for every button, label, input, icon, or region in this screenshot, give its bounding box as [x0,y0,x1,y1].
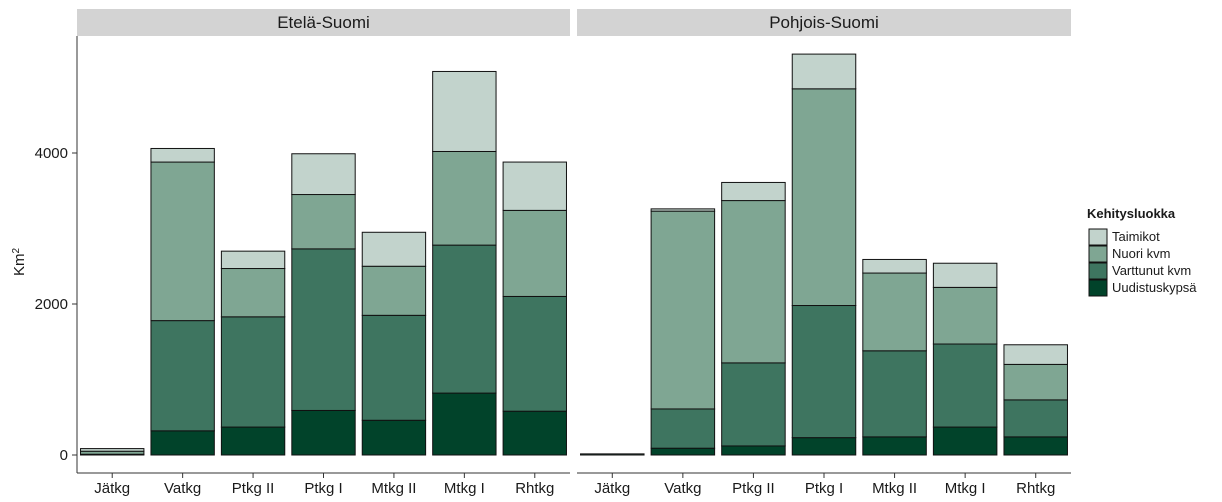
x-tick-label: Ptkg I [805,480,843,497]
bar-nuori-kvm [721,200,786,364]
panel-etela-suomi: Etelä-Suomi Jätkg Vatkg Ptkg II Ptkg I Mtkg I… [77,9,570,497]
bar-taimikot [862,258,927,274]
bar-varttunut-kvm [220,316,286,428]
bar-nuori-kvm [932,286,998,345]
x-tick-label: Mtkg I [945,480,986,497]
bar-varttunut-kvm [580,453,645,456]
bar-varttunut-kvm [1003,399,1068,438]
bar-taimikot [220,250,286,270]
y-axis-title-text: Km [11,254,28,277]
legend-swatch-taimikot [1088,228,1108,246]
bar-uudistuskypsa [721,445,786,456]
x-tick-label: Jätkg [594,480,630,497]
bar-varttunut-kvm [150,320,215,432]
x-tick-label: Mtkg II [371,480,416,497]
bar-varttunut-kvm [862,350,927,438]
y-axis: Km2 0 2000 4000 [11,36,78,473]
bar-uudistuskypsa [502,410,567,456]
panel-strip [577,9,1071,36]
x-tick-label: Ptkg I [304,480,342,497]
legend-label-varttunut-kvm: Varttunut kvm [1112,263,1191,278]
bar-taimikot [502,161,567,211]
bar-uudistuskypsa [150,430,215,456]
x-tick-label: Rhtkg [515,480,554,497]
bar-uudistuskypsa [291,409,356,456]
legend-label-nuori-kvm: Nuori kvm [1112,246,1171,261]
bar-varttunut-kvm [361,314,427,421]
bar-uudistuskypsa [1003,436,1068,456]
bar-varttunut-kvm [432,244,497,394]
y-axis-title-superscript: 2 [11,248,22,254]
legend-label-taimikot: Taimikot [1112,229,1160,244]
legend-swatch-varttunut-kvm [1088,262,1108,280]
panel-strip [77,9,570,36]
panel-title: Etelä-Suomi [277,13,370,32]
bar-taimikot [650,208,716,212]
x-tick-label: Vatkg [664,480,701,497]
bar-varttunut-kvm [791,305,857,439]
bar-taimikot [932,262,998,288]
x-tick-label: Rhtkg [1016,480,1055,497]
bar-uudistuskypsa [932,426,998,456]
bar-taimikot [721,181,786,202]
panel-title: Pohjois-Suomi [769,13,879,32]
bar-nuori-kvm [220,268,286,318]
bar-nuori-kvm [502,209,567,297]
bar-taimikot [361,231,427,267]
x-tick-label: Mtkg II [872,480,917,497]
bar-uudistuskypsa [361,419,427,456]
bar-taimikot [291,153,356,196]
y-tick-label: 4000 [35,145,68,162]
bar-taimikot [150,147,215,163]
x-tick-label: Vatkg [164,480,201,497]
legend-label-uudistuskypsa: Uudistuskypsä [1112,280,1197,295]
y-axis-title: Km2 [11,248,29,277]
panel-pohjois-suomi: Pohjois-Suomi Jätkg Vatkg Ptkg II Ptkg I Mtkg… [577,9,1071,497]
x-tick-label: Ptkg II [232,480,275,497]
legend-swatch-nuori-kvm [1088,245,1108,263]
y-tick-label: 0 [60,447,68,464]
bar-uudistuskypsa [650,447,716,456]
bar-taimikot [80,448,145,452]
bar-taimikot [432,70,497,152]
bar-nuori-kvm [650,210,716,410]
bar-taimikot [1003,344,1068,365]
bar-nuori-kvm [791,88,857,307]
bar-nuori-kvm [150,161,215,322]
y-tick-label: 2000 [35,296,68,313]
bar-nuori-kvm [291,194,356,250]
x-tick-label: Ptkg II [732,480,775,497]
bar-nuori-kvm [361,265,427,316]
panels-layer: Etelä-Suomi Jätkg Vatkg Ptkg II Ptkg I Mtkg I… [77,9,1071,497]
bar-uudistuskypsa [432,392,497,456]
bar-nuori-kvm [432,150,497,246]
x-tick-label: Mtkg I [444,480,485,497]
bar-varttunut-kvm [721,362,786,447]
bar-nuori-kvm [1003,363,1068,401]
bar-uudistuskypsa [862,436,927,456]
legend-swatch-uudistuskypsa [1088,279,1108,297]
bar-varttunut-kvm [291,248,356,411]
bar-varttunut-kvm [932,343,998,428]
bar-taimikot [791,53,857,90]
bar-nuori-kvm [862,272,927,352]
legend: Kehitysluokka Taimikot Nuori kvm Varttunut… [1087,206,1197,297]
legend-title: Kehitysluokka [1087,206,1176,221]
x-tick-label: Jätkg [94,480,130,497]
bar-uudistuskypsa [791,437,857,456]
bar-varttunut-kvm [650,408,716,449]
bar-varttunut-kvm [502,295,567,412]
bar-uudistuskypsa [220,426,286,456]
